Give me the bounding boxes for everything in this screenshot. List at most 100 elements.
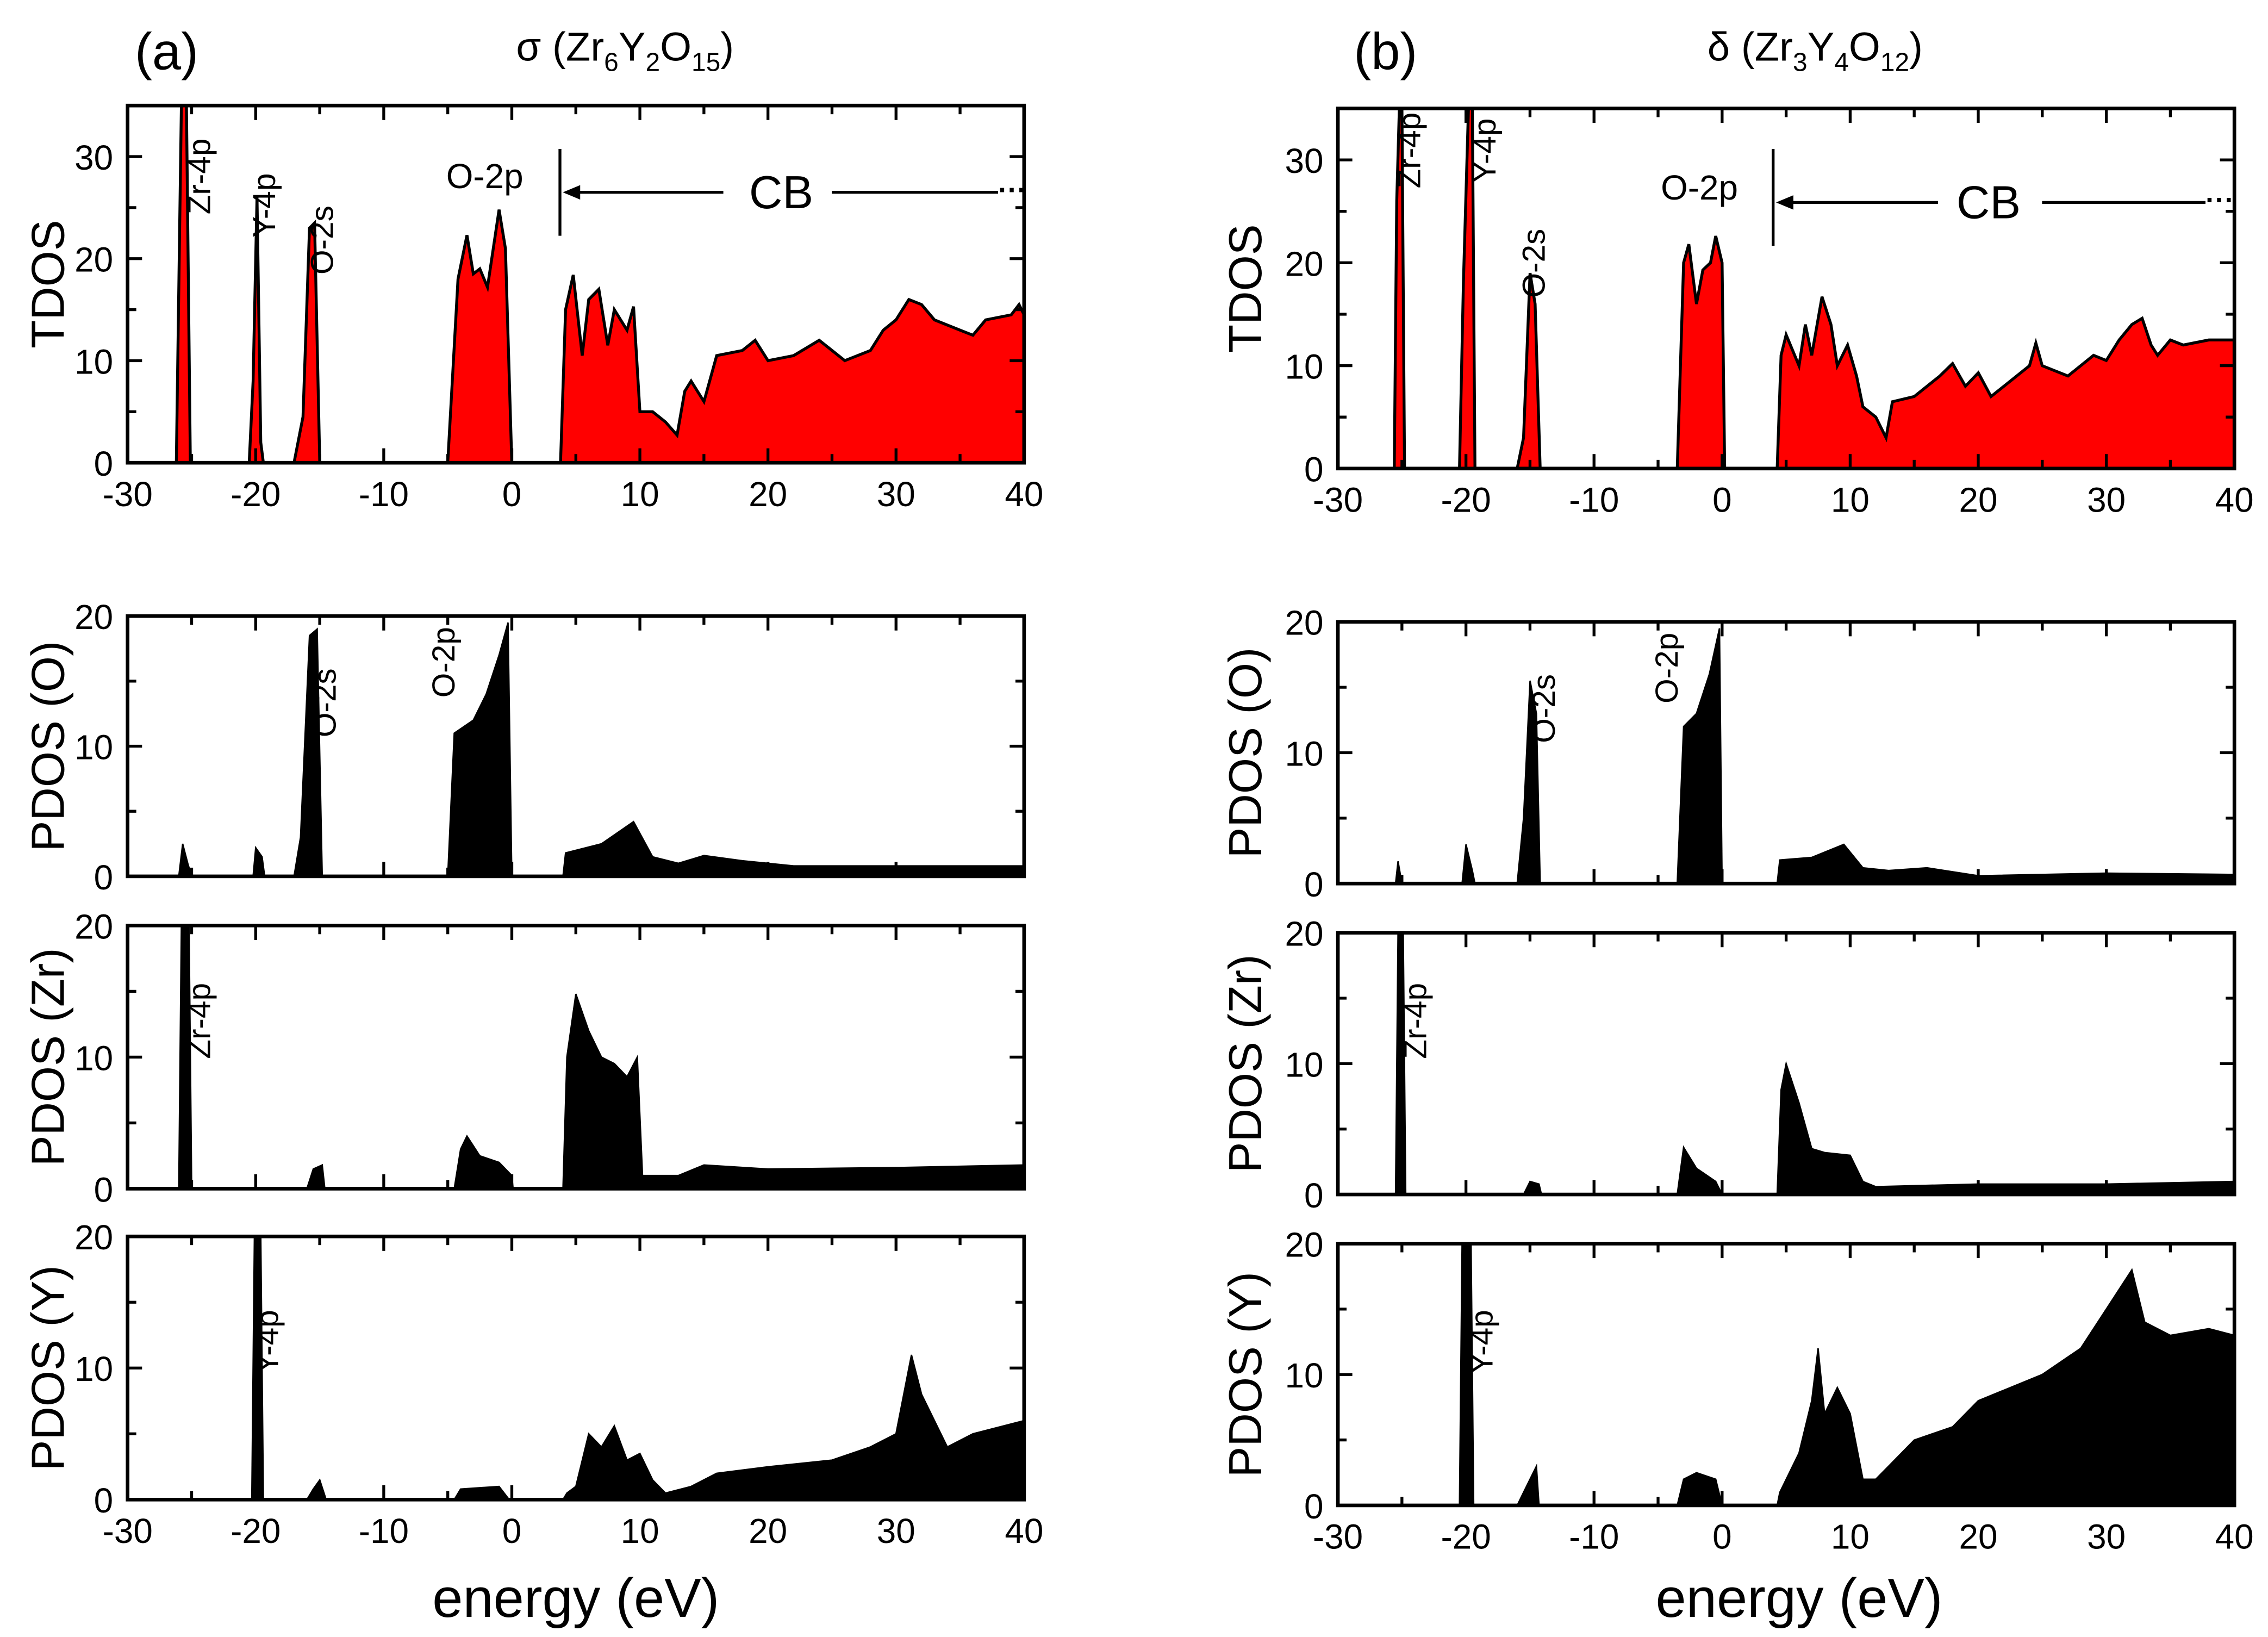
peak-annotation: Zr-4p [182, 983, 217, 1059]
title-el1: Zr [566, 24, 604, 70]
x-tick-label: 0 [1712, 481, 1732, 520]
peak-annotation: O-2s [304, 206, 340, 275]
y-tick-label: 0 [1304, 865, 1323, 904]
cb-label: CB [1957, 177, 2021, 229]
x-tick-label: 30 [2087, 481, 2126, 520]
x-tick-label: -20 [230, 1511, 281, 1551]
tdos-area [1393, 108, 2235, 469]
y-axis-label: TDOS [1220, 224, 1272, 352]
plot-frame [126, 614, 1026, 879]
pdos-area [251, 1236, 1024, 1500]
paren: ) [720, 24, 734, 70]
x-tick-label: 20 [1959, 481, 1997, 520]
title-n3: 15 [691, 48, 720, 77]
x-tick-label: 20 [1959, 1517, 1997, 1557]
y-tick-label: 20 [1285, 1225, 1323, 1264]
peak-annotation: O-2s [1516, 229, 1552, 298]
x-tick-label: 20 [749, 1511, 787, 1551]
y-tick-label: 0 [94, 1170, 114, 1209]
x-axis-label-right: energy (eV) [1656, 1568, 1943, 1629]
x-tick-label: -30 [103, 475, 153, 514]
title-n2: 2 [645, 48, 660, 77]
ellipsis-icon: ··· [998, 174, 1027, 206]
arrow-head-icon [1775, 195, 1793, 210]
paren: ( [1730, 24, 1755, 70]
peak-annotation: Zr-4p [1398, 983, 1433, 1059]
y-axis-label: PDOS (O) [1220, 648, 1272, 858]
x-tick-label: 10 [621, 475, 659, 514]
pdos-area [1459, 1243, 2235, 1505]
y-tick-label: 20 [1285, 244, 1323, 283]
title-el2: Y [619, 24, 646, 70]
x-tick-label: 20 [749, 475, 787, 514]
panel-pdos-y: 0 10 20 -30 -20 -10 0 10 20 30 40 PDOS (Y) Y-4p [23, 1218, 1044, 1551]
y-axis-label: PDOS (Y) [1220, 1272, 1272, 1477]
title-symbol: σ [516, 24, 541, 70]
panel-label: (a) [135, 23, 198, 81]
peak-annotation: O-2p [1649, 633, 1685, 704]
x-tick-label: 30 [877, 1511, 915, 1551]
y-tick-label: 10 [1285, 734, 1323, 773]
peak-annotation: Y-4p [250, 1310, 285, 1374]
x-tick-label: -20 [1441, 481, 1491, 520]
panel-tdos: 0 10 20 30 -30 -20 -10 0 10 20 30 40 TDOS Zr-4p Y-4p O-… [23, 23, 1044, 514]
y-tick-label: 10 [1285, 1356, 1323, 1395]
y-tick-label: 30 [74, 138, 113, 177]
y-tick-label: 10 [1285, 347, 1323, 387]
peak-annotation: O-2s [1526, 674, 1562, 743]
title-n2: 4 [1834, 48, 1849, 77]
y-tick-label: 20 [74, 240, 113, 279]
pdos-area [1394, 628, 2235, 884]
panel-title: σ (Zr6Y2O15) [516, 24, 734, 77]
y-tick-label: 0 [94, 1481, 114, 1520]
title-n1: 6 [604, 48, 619, 77]
x-tick-label: -10 [1569, 481, 1619, 520]
y-axis-label: PDOS (Zr) [1220, 954, 1272, 1173]
paren: ) [1909, 24, 1923, 70]
x-tick-label: 30 [2087, 1517, 2126, 1557]
panel-tdos: 0 10 20 30 -30 -20 -10 0 10 20 30 40 TDOS Zr-4p Y-4p O-… [1220, 23, 2254, 520]
y-tick-label: 10 [1285, 1045, 1323, 1084]
y-tick-label: 0 [1304, 450, 1323, 489]
y-axis-label: TDOS [23, 220, 74, 348]
x-tick-label: 10 [621, 1511, 659, 1551]
y-tick-label: 20 [74, 907, 113, 946]
x-tick-label: -20 [1441, 1517, 1491, 1557]
plot-frame [1336, 620, 2236, 886]
y-tick-label: 10 [74, 342, 113, 381]
x-axis-label-left: energy (eV) [432, 1568, 719, 1629]
y-tick-label: 20 [1285, 603, 1323, 643]
y-axis-label: PDOS (O) [23, 641, 74, 852]
peak-annotation: O-2s [308, 668, 343, 737]
y-tick-label: 30 [1285, 141, 1323, 180]
pdos-area [178, 925, 1024, 1189]
x-tick-label: -30 [1313, 1517, 1363, 1557]
y-tick-label: 0 [94, 858, 114, 897]
peak-annotation: O-2p [446, 157, 524, 196]
x-tick-label: 30 [877, 475, 915, 514]
x-tick-label: 10 [1831, 481, 1870, 520]
x-tick-label: -20 [230, 475, 281, 514]
title-el2: Y [1808, 24, 1835, 70]
title-symbol: δ [1708, 24, 1730, 70]
x-tick-label: 10 [1831, 1517, 1870, 1557]
peak-annotation: Y-4p [1465, 1310, 1500, 1374]
title-el3: O [660, 24, 691, 70]
x-tick-label: 0 [502, 1511, 522, 1551]
y-tick-label: 20 [74, 597, 113, 637]
x-tick-label: 0 [502, 475, 522, 514]
panel-label: (b) [1354, 23, 1417, 81]
panel-pdos-o: 0 10 20 PDOS (O) O-2s O-2p [1220, 603, 2236, 904]
x-tick-label: -10 [1569, 1517, 1619, 1557]
y-tick-label: 0 [1304, 1176, 1323, 1215]
peak-annotation: Y-4p [1467, 119, 1503, 183]
title-n1: 3 [1793, 48, 1808, 77]
y-tick-label: 0 [1304, 1487, 1323, 1526]
paren: ( [541, 24, 566, 70]
title-n3: 12 [1880, 48, 1909, 77]
panel-title: δ (Zr3Y4O12) [1708, 24, 1923, 77]
cb-label: CB [749, 167, 813, 219]
